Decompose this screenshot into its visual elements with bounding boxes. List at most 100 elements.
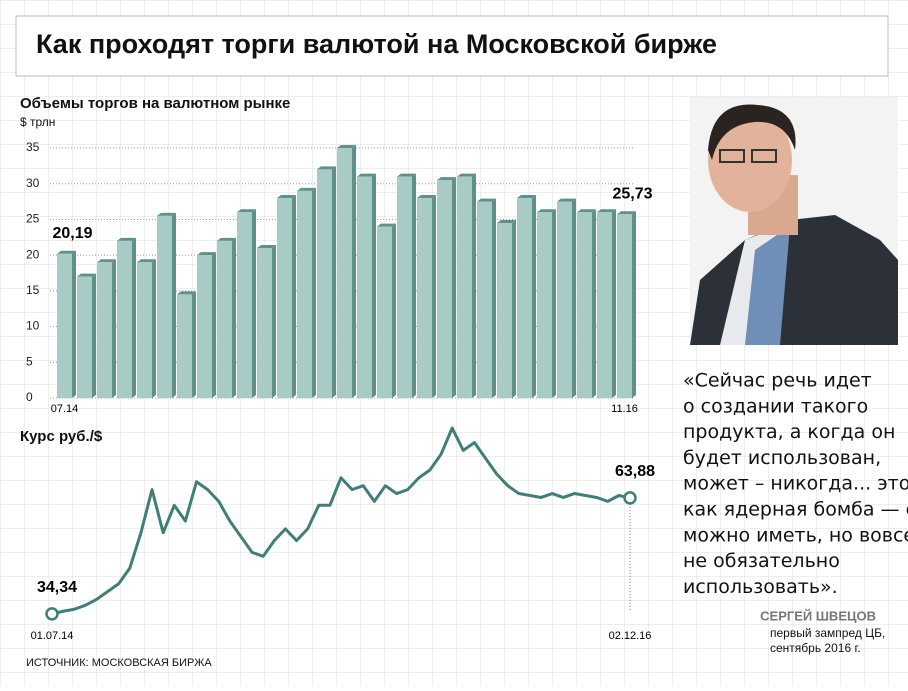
bar-top — [597, 209, 616, 213]
bar-top — [497, 220, 516, 223]
bar-top — [517, 195, 536, 198]
y-tick-label: 35 — [26, 140, 40, 154]
bar — [377, 226, 392, 398]
bar-top — [477, 198, 496, 202]
bar-side — [372, 173, 376, 398]
quote-line: будет использован, — [683, 447, 881, 469]
bar — [197, 255, 212, 398]
bar-side — [352, 145, 356, 398]
quote-line: как ядерная бомба — ее — [683, 499, 908, 521]
x-tick-label: 01.07.14 — [31, 630, 74, 642]
value-label: 25,73 — [612, 185, 652, 202]
end-marker — [45, 607, 59, 621]
y-tick-label: 0 — [26, 390, 33, 404]
bar — [597, 212, 612, 398]
bar — [397, 176, 412, 398]
quote-line: можно иметь, но вовсе — [683, 524, 908, 546]
bar-top — [237, 209, 256, 213]
bar-side — [432, 195, 436, 398]
bar-top — [197, 252, 216, 256]
bar-side — [532, 195, 536, 398]
bar-top — [277, 195, 296, 198]
bar-top — [557, 198, 576, 202]
bar-top — [257, 245, 276, 248]
bar-top — [577, 209, 596, 213]
y-tick-label: 15 — [26, 283, 40, 297]
bar-top — [457, 173, 476, 177]
bar-side — [452, 177, 456, 398]
quote-line: может – никогда... это — [683, 473, 908, 495]
bar-side — [292, 195, 296, 398]
bar-top — [337, 145, 356, 148]
bar — [137, 262, 152, 398]
bar — [577, 212, 592, 398]
bar-top — [357, 173, 376, 177]
quote-line: «Сейчас речь идет — [683, 370, 872, 392]
quote-line: о создании такого — [683, 395, 868, 417]
bar-side — [92, 273, 96, 398]
bar — [117, 240, 132, 398]
y-tick-label: 10 — [26, 319, 40, 333]
bar — [617, 214, 632, 398]
bar — [277, 198, 292, 398]
bar — [357, 176, 372, 398]
bar — [537, 212, 552, 398]
photo — [690, 97, 898, 345]
bar — [57, 253, 72, 398]
bar-top — [137, 259, 156, 263]
bar-top — [57, 250, 76, 254]
bar — [417, 198, 432, 398]
y-tick-label: 30 — [26, 176, 40, 190]
bar-top — [617, 211, 636, 215]
source: ИСТОЧНИК: МОСКОВСКАЯ БИРЖА — [26, 657, 212, 669]
bar-top — [317, 166, 336, 170]
bar — [77, 276, 92, 398]
bar — [157, 215, 172, 398]
bar — [297, 190, 312, 398]
bar-top — [97, 259, 116, 263]
x-tick-label: 11.16 — [611, 403, 638, 415]
bar-side — [612, 209, 616, 398]
bar-side — [72, 250, 76, 398]
bar — [317, 169, 332, 398]
title-box — [15, 15, 889, 77]
bar-side — [632, 211, 636, 398]
bar-side — [152, 259, 156, 398]
bar-top — [397, 173, 416, 177]
bar-side — [332, 166, 336, 398]
x-tick-label: 02.12.16 — [609, 630, 652, 642]
bar-chart-title: Объемы торгов на валютном рынке — [20, 95, 290, 112]
bar-side — [192, 291, 196, 398]
bar-side — [312, 187, 316, 398]
bar-side — [472, 173, 476, 398]
y-tick-label: 20 — [26, 247, 40, 261]
bar-side — [252, 209, 256, 398]
bar-side — [412, 173, 416, 398]
bar-top — [297, 187, 316, 191]
bar — [257, 248, 272, 398]
bar-side — [592, 209, 596, 398]
end-marker — [623, 491, 637, 505]
value-label: 63,88 — [615, 463, 655, 480]
bar — [497, 223, 512, 398]
y-axis-label: $ трлн — [20, 115, 55, 129]
bar-side — [212, 252, 216, 398]
quote-line: не обязательно — [683, 550, 840, 572]
value-label: 20,19 — [52, 225, 92, 242]
bar — [177, 294, 192, 398]
bar-side — [392, 223, 396, 398]
y-tick-label: 5 — [26, 354, 33, 368]
bar-side — [512, 220, 516, 398]
bar — [437, 180, 452, 398]
bar-side — [492, 198, 496, 398]
bar-top — [177, 291, 196, 295]
bar-side — [112, 259, 116, 398]
bar-side — [552, 209, 556, 398]
bar-top — [217, 237, 236, 241]
x-tick-label: 07.14 — [51, 403, 79, 415]
bar-top — [417, 195, 436, 198]
bar — [217, 240, 232, 398]
bar — [477, 201, 492, 398]
bar — [97, 262, 112, 398]
